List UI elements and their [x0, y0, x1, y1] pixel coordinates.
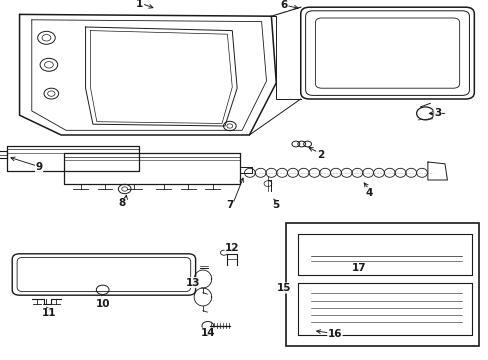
Text: 15: 15 — [276, 283, 290, 293]
Text: 7: 7 — [225, 200, 233, 210]
Text: 12: 12 — [224, 243, 239, 253]
Text: 6: 6 — [280, 0, 286, 10]
Text: 13: 13 — [185, 278, 200, 288]
Text: 17: 17 — [351, 263, 366, 273]
Text: 10: 10 — [95, 299, 110, 309]
Text: 5: 5 — [272, 200, 279, 210]
Text: 2: 2 — [316, 150, 323, 160]
Text: 9: 9 — [36, 162, 42, 172]
Text: 16: 16 — [327, 329, 342, 339]
Text: 3: 3 — [433, 108, 440, 118]
Text: 8: 8 — [119, 198, 125, 208]
Text: 4: 4 — [365, 188, 372, 198]
Bar — [285, 223, 478, 346]
Text: 11: 11 — [41, 308, 56, 318]
Text: 14: 14 — [200, 328, 215, 338]
Text: 1: 1 — [136, 0, 142, 9]
